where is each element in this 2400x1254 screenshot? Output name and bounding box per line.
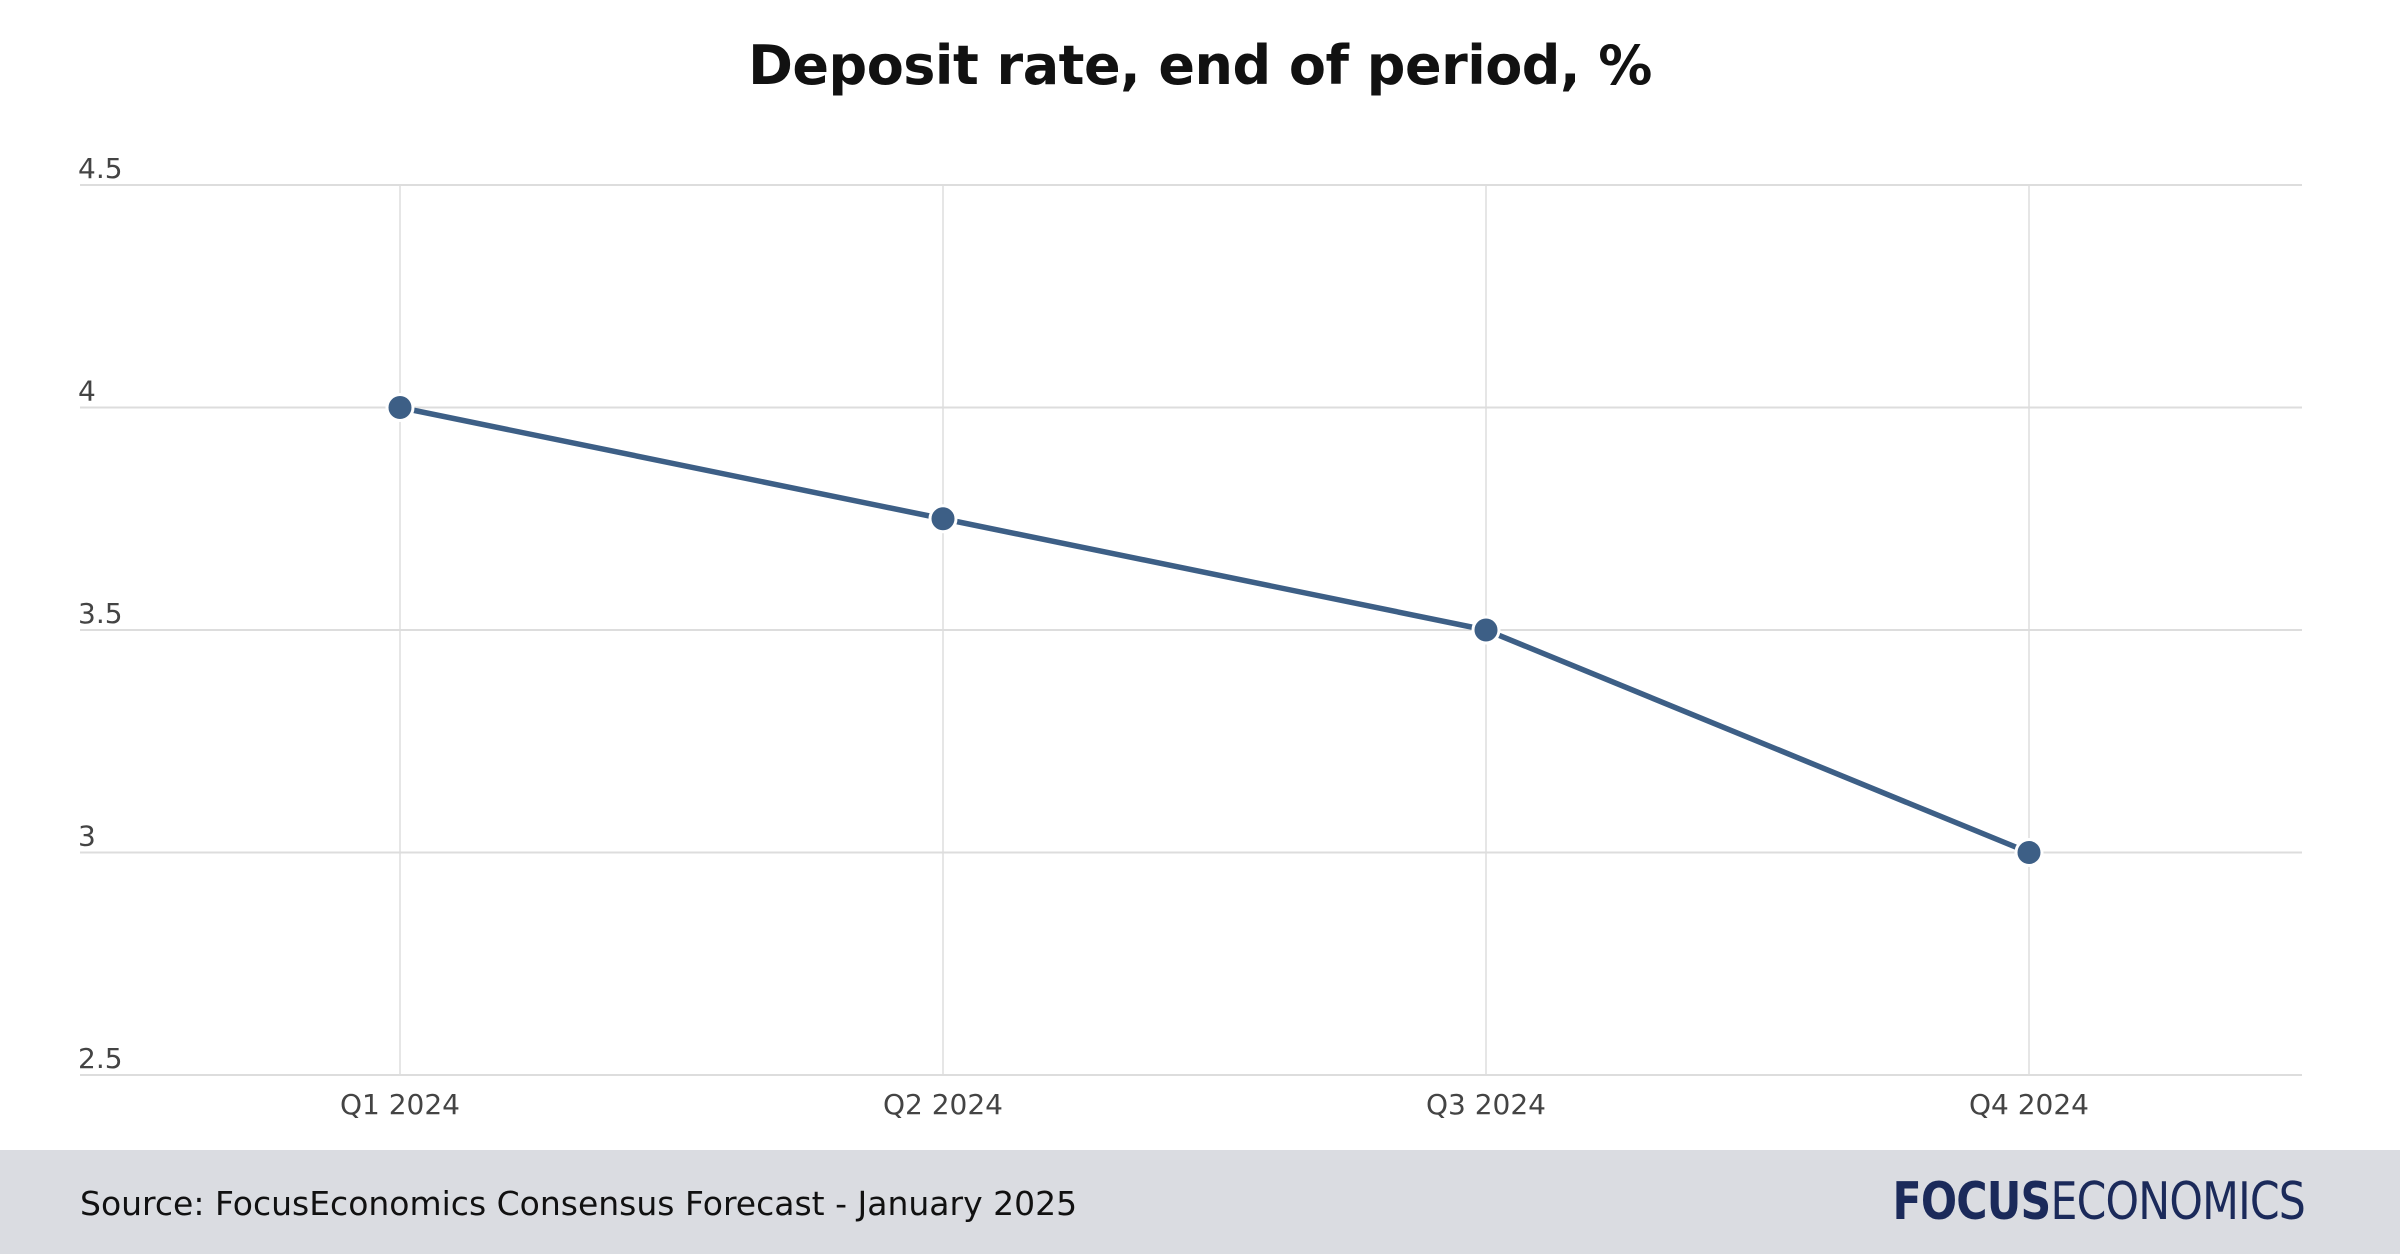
y-tick-label: 3 [78, 820, 96, 853]
focuseconomics-logo: FOCUSECONOMICS [1892, 1170, 2306, 1234]
y-tick-label: 3.5 [78, 597, 123, 630]
logo-focus-text: FOCUS [1892, 1172, 2052, 1232]
y-tick-label: 4 [78, 375, 96, 408]
series-line [397, 404, 2032, 856]
footer-bar: Source: FocusEconomics Consensus Forecas… [0, 1150, 2400, 1254]
x-tick-label: Q4 2024 [1969, 1088, 2089, 1121]
source-note: Source: FocusEconomics Consensus Forecas… [80, 1184, 1078, 1223]
data-point [1471, 615, 1501, 645]
chart-title: Deposit rate, end of period, % [748, 34, 1652, 97]
data-point [385, 393, 415, 422]
data-point [928, 504, 958, 534]
x-tick-label: Q3 2024 [1426, 1088, 1546, 1121]
line-chart: 2.5 3 3.5 4 4.5 Q1 2024 Q2 2024 Q3 2024 Q4 2024 [78, 152, 2302, 1121]
x-tick-label: Q2 2024 [883, 1088, 1003, 1121]
y-tick-label: 2.5 [78, 1042, 123, 1075]
y-tick-label: 4.5 [78, 152, 123, 185]
data-point [2014, 838, 2044, 867]
logo-economics-text: ECONOMICS [2050, 1172, 2305, 1232]
x-tick-label: Q1 2024 [340, 1088, 460, 1121]
